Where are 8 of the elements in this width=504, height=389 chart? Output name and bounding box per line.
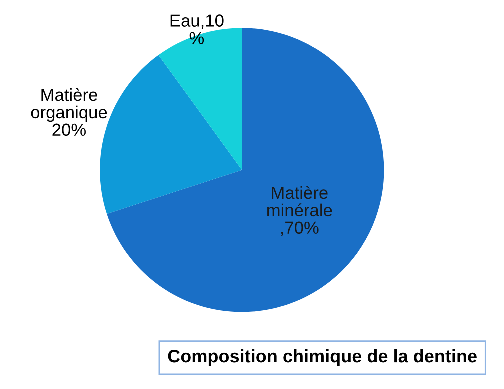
data-label: 20% — [52, 124, 86, 136]
slice-label: Matière minérale — [268, 186, 332, 217]
pie-slice — [107, 28, 384, 312]
pie-slice — [158, 28, 242, 170]
text: Composition chimique de la dentine — [168, 349, 477, 366]
slice-label: Matière organique — [31, 88, 108, 122]
slice-label: Eau,10 % — [170, 14, 224, 44]
data-label: ,70% — [281, 222, 319, 236]
